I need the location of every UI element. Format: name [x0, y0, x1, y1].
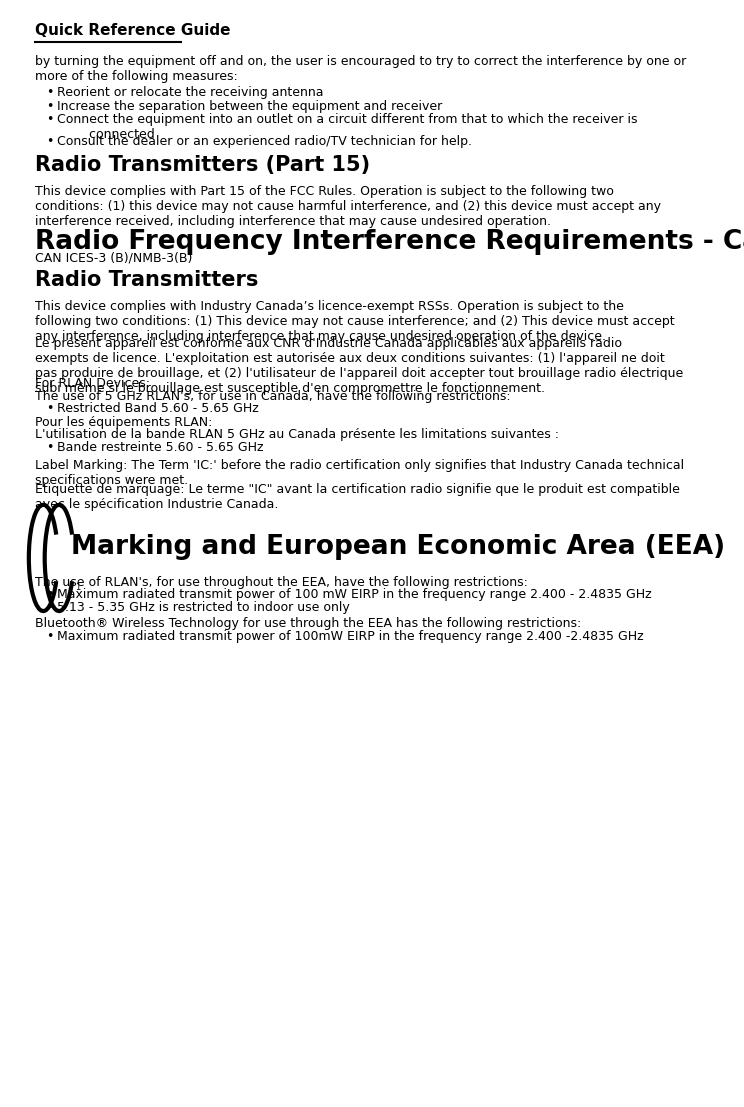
Text: 1: 1 — [75, 583, 80, 592]
Text: •: • — [45, 86, 53, 100]
Text: The use of 5 GHz RLAN's, for use in Canada, have the following restrictions:: The use of 5 GHz RLAN's, for use in Cana… — [35, 390, 510, 403]
Text: •: • — [45, 630, 53, 643]
Text: This device complies with Part 15 of the FCC Rules. Operation is subject to the : This device complies with Part 15 of the… — [35, 185, 661, 228]
Text: The use of RLAN's, for use throughout the EEA, have the following restrictions:: The use of RLAN's, for use throughout th… — [35, 576, 527, 589]
Text: Reorient or relocate the receiving antenna: Reorient or relocate the receiving anten… — [57, 86, 323, 100]
Text: Etiquette de marquage: Le terme "IC" avant la certification radio signifie que l: Etiquette de marquage: Le terme "IC" ava… — [35, 483, 679, 510]
Text: Maximum radiated transmit power of 100mW EIRP in the frequency range 2.400 -2.48: Maximum radiated transmit power of 100mW… — [57, 630, 644, 643]
Text: Marking and European Economic Area (EEA): Marking and European Economic Area (EEA) — [71, 534, 725, 559]
Text: •: • — [45, 113, 53, 126]
Text: Increase the separation between the equipment and receiver: Increase the separation between the equi… — [57, 100, 442, 113]
Text: •: • — [45, 441, 53, 454]
Text: Bluetooth® Wireless Technology for use through the EEA has the following restric: Bluetooth® Wireless Technology for use t… — [35, 617, 581, 630]
Text: •: • — [45, 135, 53, 148]
Text: For RLAN Devices:: For RLAN Devices: — [35, 377, 150, 391]
Text: •: • — [45, 100, 53, 113]
Text: L'utilisation de la bande RLAN 5 GHz au Canada présente les limitations suivante: L'utilisation de la bande RLAN 5 GHz au … — [35, 428, 559, 442]
Text: Radio Transmitters: Radio Transmitters — [35, 270, 258, 290]
Text: Radio Frequency Interference Requirements - Canada: Radio Frequency Interference Requirement… — [35, 229, 744, 255]
Text: Le présent appareil est conforme aux CNR d'Industrie Canada applicables aux appa: Le présent appareil est conforme aux CNR… — [35, 337, 683, 394]
Text: Maximum radiated transmit power of 100 mW EIRP in the frequency range 2.400 - 2.: Maximum radiated transmit power of 100 m… — [57, 588, 651, 601]
Text: Quick Reference Guide: Quick Reference Guide — [35, 23, 246, 39]
Text: Bande restreinte 5.60 - 5.65 GHz: Bande restreinte 5.60 - 5.65 GHz — [57, 441, 263, 454]
Text: •: • — [45, 588, 53, 601]
Text: by turning the equipment off and on, the user is encouraged to try to correct th: by turning the equipment off and on, the… — [35, 55, 686, 83]
Text: •: • — [45, 601, 53, 614]
Text: Connect the equipment into an outlet on a circuit different from that to which t: Connect the equipment into an outlet on … — [57, 113, 637, 141]
Text: Pour les équipements RLAN:: Pour les équipements RLAN: — [35, 416, 212, 430]
Text: 5.13 - 5.35 GHz is restricted to indoor use only: 5.13 - 5.35 GHz is restricted to indoor … — [57, 601, 350, 614]
Text: •: • — [45, 402, 53, 415]
Text: CAN ICES-3 (B)/NMB-3(B): CAN ICES-3 (B)/NMB-3(B) — [35, 251, 192, 265]
Text: Restricted Band 5.60 - 5.65 GHz: Restricted Band 5.60 - 5.65 GHz — [57, 402, 258, 415]
Text: Radio Transmitters (Part 15): Radio Transmitters (Part 15) — [35, 155, 370, 175]
Text: This device complies with Industry Canada’s licence-exempt RSSs. Operation is su: This device complies with Industry Canad… — [35, 300, 674, 343]
Text: Consult the dealer or an experienced radio/TV technician for help.: Consult the dealer or an experienced rad… — [57, 135, 472, 148]
Text: Label Marking: The Term 'IC:' before the radio certification only signifies that: Label Marking: The Term 'IC:' before the… — [35, 459, 684, 487]
